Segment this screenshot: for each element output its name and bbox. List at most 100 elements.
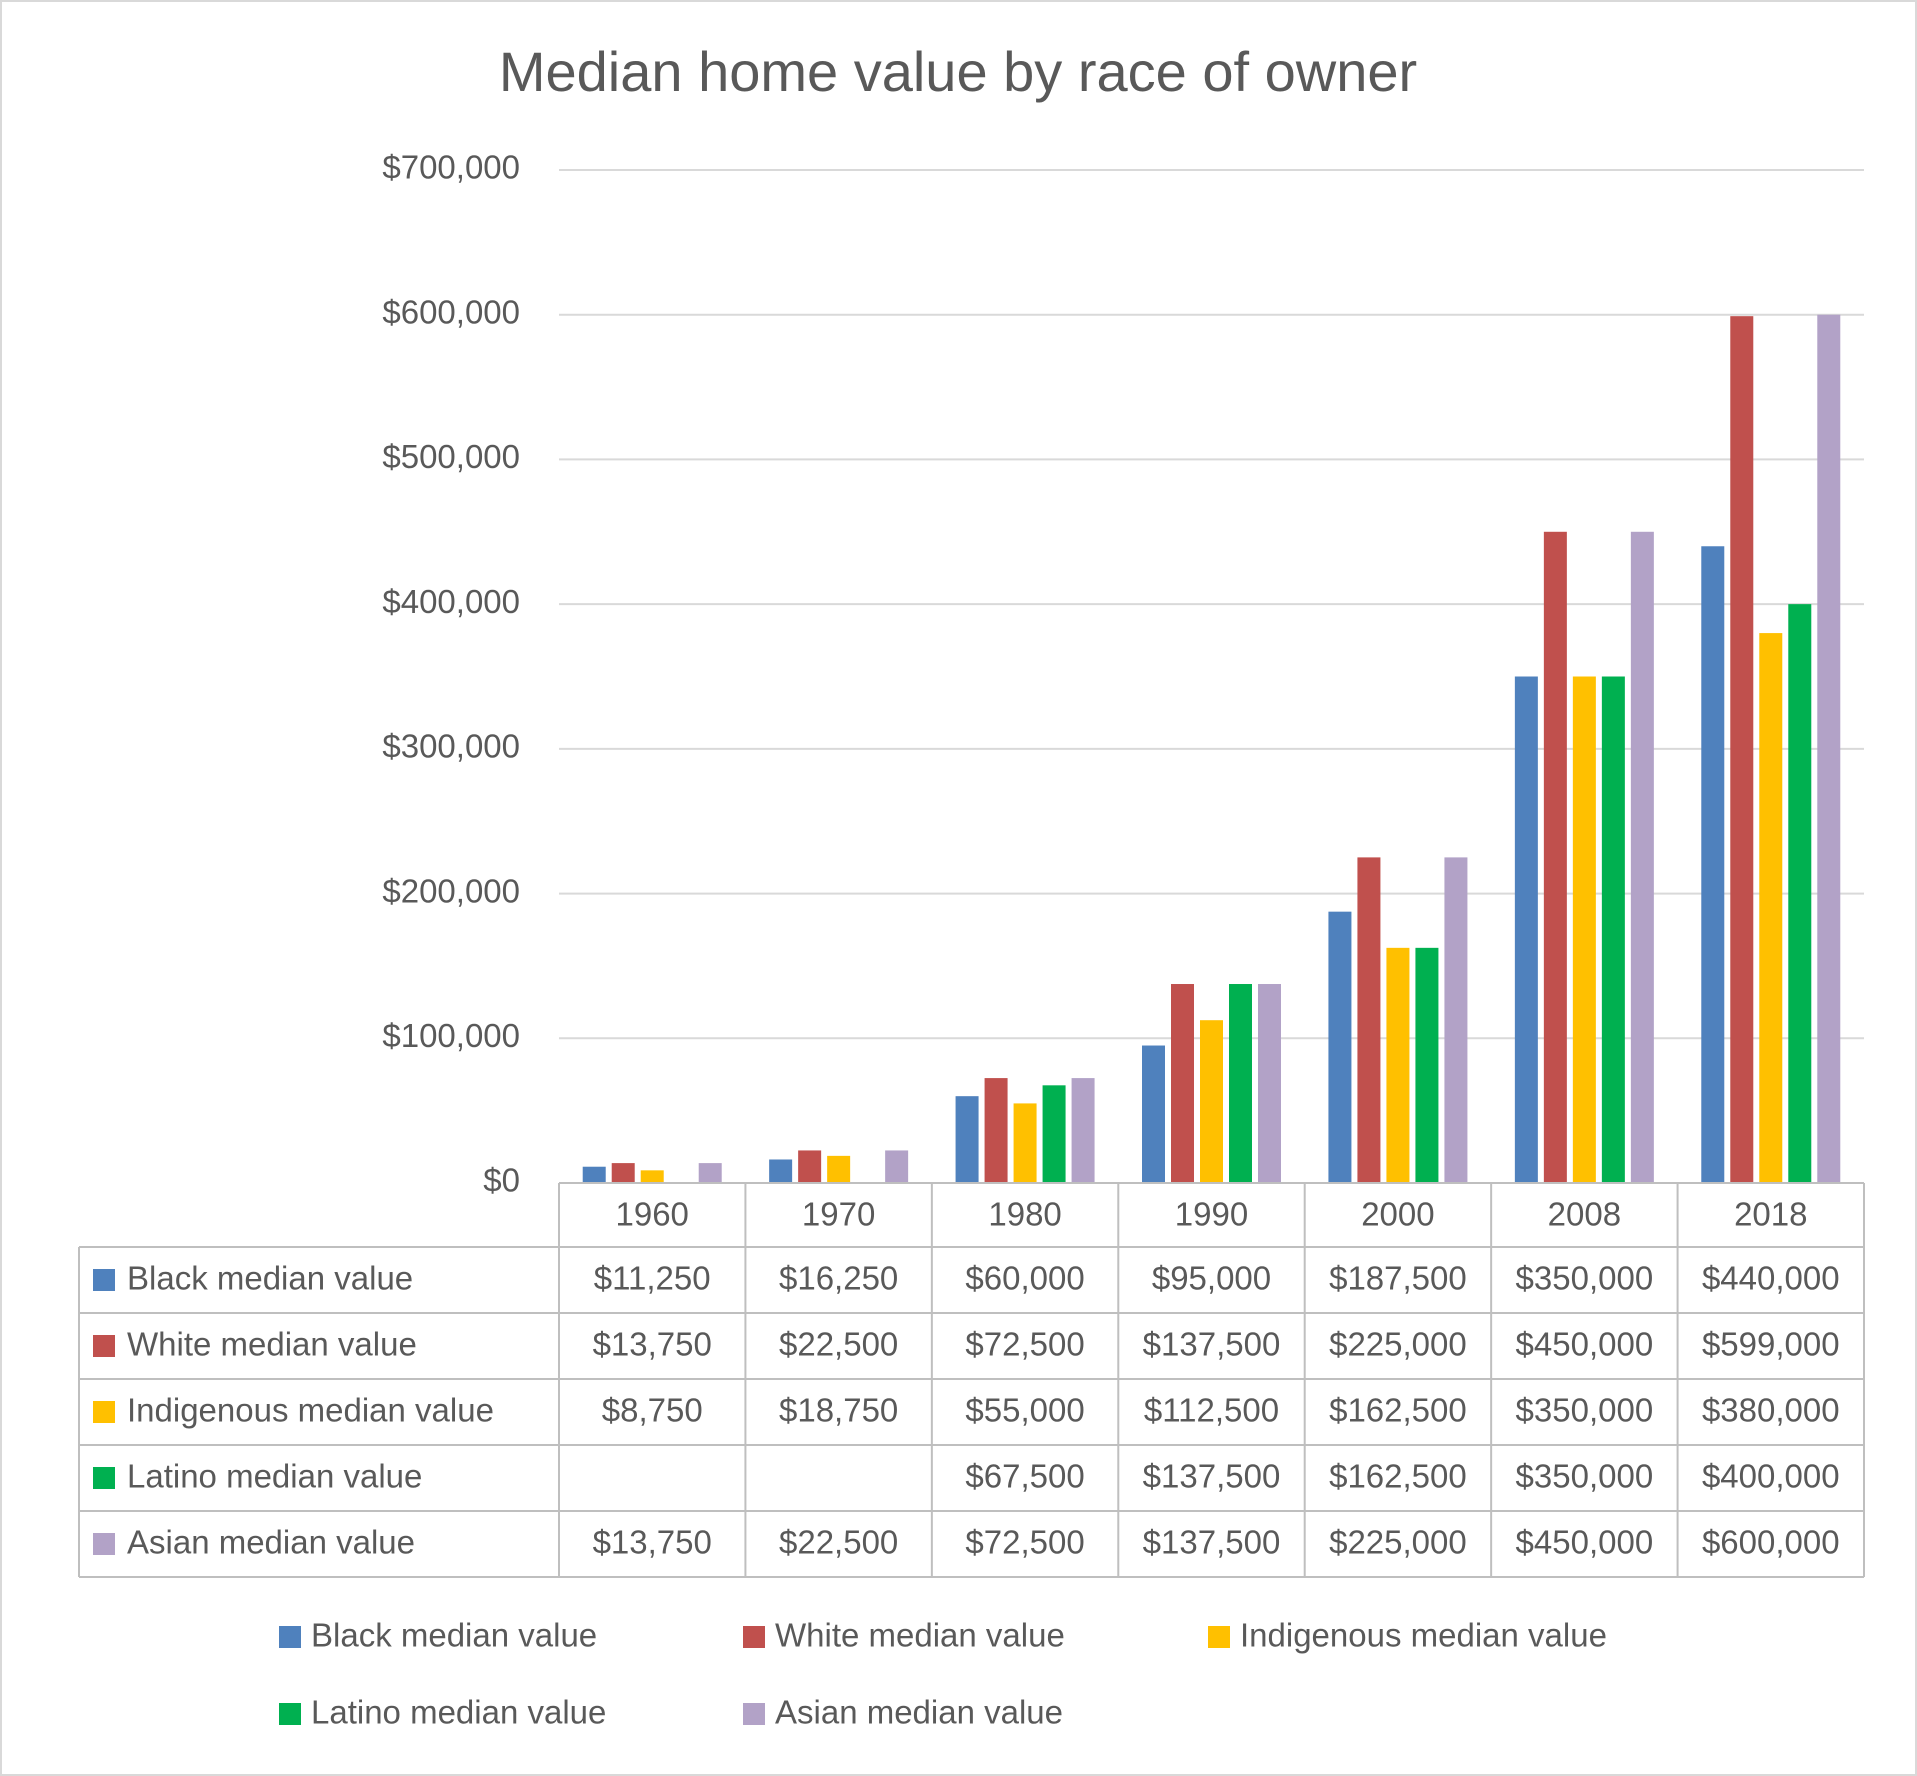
table-value: $450,000 — [1516, 1524, 1654, 1561]
y-tick-label: $400,000 — [382, 583, 520, 620]
table-value: $137,500 — [1143, 1326, 1281, 1363]
bar — [827, 1155, 851, 1183]
legend-key — [743, 1703, 765, 1725]
table-value: $350,000 — [1516, 1260, 1654, 1297]
table-row-label: Asian median value — [127, 1524, 415, 1561]
bar — [1788, 604, 1812, 1183]
table-legend-key — [93, 1401, 115, 1423]
bar — [698, 1163, 722, 1183]
y-tick-label: $700,000 — [382, 149, 520, 186]
table-value: $18,750 — [779, 1392, 898, 1429]
table-value: $67,500 — [965, 1458, 1084, 1495]
table-row-label: Latino median value — [127, 1458, 422, 1495]
table-legend-key — [93, 1467, 115, 1489]
legend-key — [743, 1626, 765, 1648]
table-value: $13,750 — [593, 1524, 712, 1561]
table-value: $440,000 — [1702, 1260, 1840, 1297]
table-value: $22,500 — [779, 1326, 898, 1363]
table-value: $600,000 — [1702, 1524, 1840, 1561]
bar — [1759, 633, 1783, 1183]
table-value: $187,500 — [1329, 1260, 1467, 1297]
table-value: $137,500 — [1143, 1458, 1281, 1495]
bar — [1444, 857, 1468, 1183]
y-tick-label: $0 — [483, 1162, 520, 1199]
legend-key — [279, 1703, 301, 1725]
legend-label: White median value — [775, 1617, 1065, 1654]
table-row-label: Black median value — [127, 1260, 413, 1297]
bar — [1415, 947, 1439, 1183]
table-value: $162,500 — [1329, 1392, 1467, 1429]
table-value: $450,000 — [1516, 1326, 1654, 1363]
table-value: $72,500 — [965, 1326, 1084, 1363]
bar — [1171, 984, 1194, 1183]
legend-key — [279, 1626, 301, 1648]
bar — [955, 1096, 979, 1183]
table-value: $225,000 — [1329, 1524, 1467, 1561]
bar — [1630, 531, 1654, 1183]
bar — [1514, 676, 1538, 1183]
table-value: $60,000 — [965, 1260, 1084, 1297]
bar — [1013, 1103, 1037, 1183]
x-tick-label: 1980 — [988, 1196, 1061, 1233]
table-value: $380,000 — [1702, 1392, 1840, 1429]
y-tick-label: $500,000 — [382, 438, 520, 475]
table-row-label: Indigenous median value — [127, 1392, 494, 1429]
bar — [885, 1150, 909, 1183]
bar — [1817, 314, 1841, 1183]
table-value: $112,500 — [1144, 1392, 1279, 1429]
bar — [1229, 984, 1252, 1183]
y-tick-label: $600,000 — [382, 293, 520, 330]
x-tick-label: 2018 — [1734, 1196, 1807, 1233]
bar — [640, 1170, 664, 1183]
table-value: $162,500 — [1329, 1458, 1467, 1495]
table-value: $137,500 — [1143, 1524, 1281, 1561]
table-value: $13,750 — [593, 1326, 712, 1363]
bar — [611, 1163, 635, 1183]
legend-label: Indigenous median value — [1240, 1617, 1607, 1654]
bar — [1386, 947, 1410, 1183]
table-value: $350,000 — [1516, 1392, 1654, 1429]
x-tick-label: 2000 — [1361, 1196, 1434, 1233]
bar — [1701, 546, 1725, 1183]
y-tick-label: $300,000 — [382, 728, 520, 765]
chart-title: Median home value by race of owner — [499, 40, 1417, 103]
bar — [984, 1078, 1008, 1183]
legend-label: Asian median value — [775, 1694, 1063, 1731]
table-value: $11,250 — [594, 1260, 711, 1297]
bar — [769, 1159, 793, 1183]
legend-label: Latino median value — [311, 1694, 606, 1731]
x-tick-label: 1960 — [616, 1196, 689, 1233]
bar — [1071, 1078, 1095, 1183]
table-value: $225,000 — [1329, 1326, 1467, 1363]
bar — [1258, 984, 1281, 1183]
y-tick-label: $100,000 — [382, 1017, 520, 1054]
y-tick-label: $200,000 — [382, 872, 520, 909]
bar — [1572, 676, 1596, 1183]
table-value: $350,000 — [1516, 1458, 1654, 1495]
table-value: $400,000 — [1702, 1458, 1840, 1495]
bar — [1357, 857, 1381, 1183]
table-value: $95,000 — [1152, 1260, 1271, 1297]
table-value: $16,250 — [779, 1260, 898, 1297]
bar — [1328, 911, 1352, 1183]
table-value: $8,750 — [602, 1392, 703, 1429]
table-legend-key — [93, 1269, 115, 1291]
bar — [1601, 676, 1625, 1183]
table-legend-key — [93, 1533, 115, 1555]
table-value: $55,000 — [965, 1392, 1084, 1429]
legend-key — [1208, 1626, 1230, 1648]
table-value: $22,500 — [779, 1524, 898, 1561]
x-tick-label: 1970 — [802, 1196, 875, 1233]
bar — [1730, 316, 1754, 1183]
bar — [1543, 531, 1567, 1183]
legend-label: Black median value — [311, 1617, 597, 1654]
bar — [798, 1150, 822, 1183]
bar — [1142, 1045, 1165, 1183]
table-row-label: White median value — [127, 1326, 417, 1363]
table-value: $599,000 — [1702, 1326, 1840, 1363]
table-value: $72,500 — [965, 1524, 1084, 1561]
bar — [1042, 1085, 1066, 1183]
bar — [582, 1166, 606, 1183]
